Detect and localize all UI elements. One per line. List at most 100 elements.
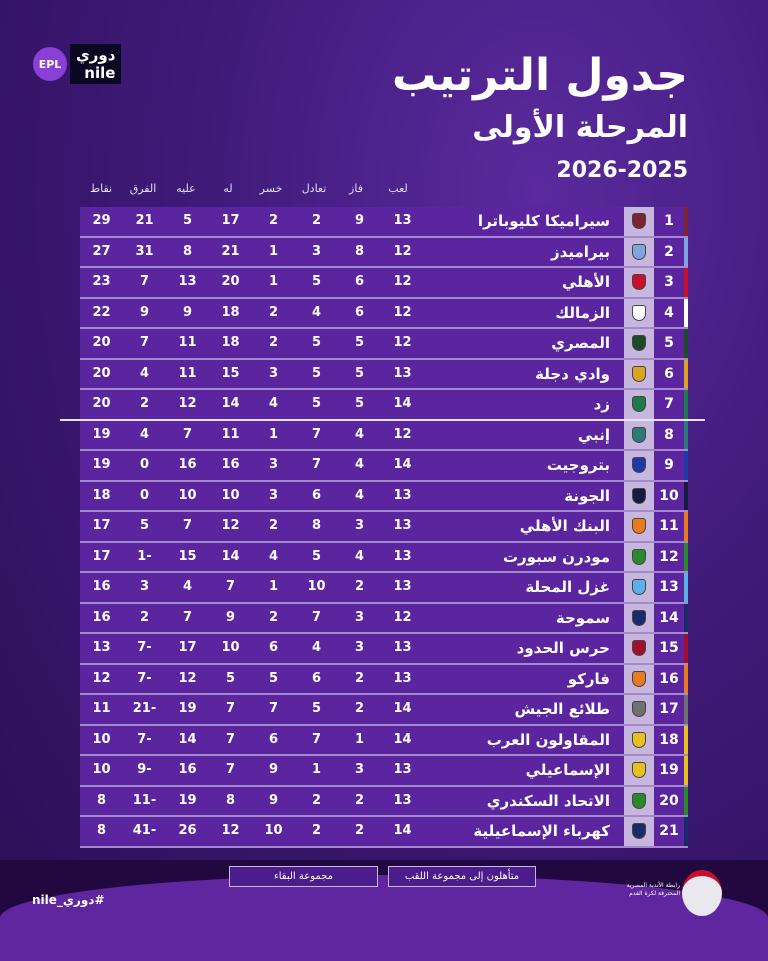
header-played: لعب xyxy=(388,182,408,195)
cell-goals-for: 15 xyxy=(221,365,240,381)
team-color-stripe xyxy=(684,298,688,327)
team-crest-icon xyxy=(632,792,646,809)
cell-goals-for: 5 xyxy=(225,670,236,686)
cell-lost: 4 xyxy=(268,548,279,564)
team-crest-icon xyxy=(632,640,646,657)
page-title: جدول الترتيب xyxy=(392,50,688,101)
team-color-stripe xyxy=(684,207,688,236)
cell-drawn: 5 xyxy=(311,365,322,381)
team-rank: 5 xyxy=(664,335,674,351)
cell-played: 14 xyxy=(393,457,412,472)
team-rank: 1 xyxy=(664,213,674,229)
table-row: 20 2 12 14 4 5 5 14 زد 7 xyxy=(80,390,688,421)
team-name: الجونة xyxy=(564,486,610,505)
team-logo-cell xyxy=(624,542,654,571)
cell-goals-for: 10 xyxy=(221,640,240,655)
cell-goals-for: 14 xyxy=(221,548,240,564)
team-color-stripe xyxy=(684,695,688,724)
team-logo-cell xyxy=(624,298,654,327)
table-row: 20 7 11 18 2 5 5 12 المصري 5 xyxy=(80,329,688,360)
nile-ar: دوري xyxy=(76,46,116,64)
cell-played: 12 xyxy=(393,304,412,320)
cell-goals-against: 26 xyxy=(178,823,197,838)
cell-won: 3 xyxy=(354,609,365,625)
cell-drawn: 4 xyxy=(311,640,322,655)
table-row: 11 -12 19 7 7 5 2 14 طلائع الجيش 17 xyxy=(80,695,688,726)
team-name: حرس الحدود xyxy=(516,639,610,657)
team-rank: 3 xyxy=(664,274,674,290)
cell-played: 14 xyxy=(393,701,412,716)
team-crest-icon xyxy=(632,609,646,626)
cell-goals-against: 7 xyxy=(182,518,193,533)
cell-goals-against: 11 xyxy=(178,365,197,381)
cell-played: 14 xyxy=(393,823,412,838)
team-rank: 17 xyxy=(659,701,679,717)
cell-goals-for: 12 xyxy=(221,518,240,533)
cell-goal-diff: 7 xyxy=(139,335,150,350)
team-logo-cell xyxy=(624,786,654,815)
cell-won: 8 xyxy=(354,243,365,259)
team-logo-cell xyxy=(624,603,654,632)
table-row: 8 -14 26 12 10 2 2 14 كهرباء الإسماعيلية 21 xyxy=(80,817,688,848)
cell-points: 11 xyxy=(92,701,111,716)
cell-lost: 1 xyxy=(268,243,279,259)
cell-played: 13 xyxy=(393,518,412,533)
cell-points: 19 xyxy=(92,457,111,472)
epl-badge: EPL xyxy=(33,47,67,81)
cell-goals-for: 16 xyxy=(221,457,240,472)
team-logo-cell xyxy=(624,451,654,480)
team-rank: 21 xyxy=(659,823,679,839)
team-rank: 12 xyxy=(659,548,679,565)
cell-goals-for: 14 xyxy=(221,396,240,411)
cell-points: 17 xyxy=(92,548,111,564)
team-name: البنك الأهلي xyxy=(519,517,610,535)
cell-points: 8 xyxy=(96,823,107,838)
table-row: 8 -11 19 8 9 2 2 13 الاتحاد السكندري 20 xyxy=(80,786,688,817)
cell-goals-against: 4 xyxy=(182,579,193,594)
table-row: 29 12 5 17 2 2 9 13 سيراميكا كليوباترا 1 xyxy=(80,207,688,238)
table-row: 19 0 16 16 3 7 4 14 بتروجيت 9 xyxy=(80,451,688,482)
cell-goals-against: 15 xyxy=(178,548,197,564)
cell-won: 2 xyxy=(354,701,365,716)
cell-goals-against: 11 xyxy=(178,335,197,350)
team-crest-icon xyxy=(632,426,646,443)
table-row: 22 9 9 18 2 4 6 12 الزمالك 4 xyxy=(80,298,688,329)
cell-played: 12 xyxy=(393,609,412,625)
team-color-stripe xyxy=(684,451,688,480)
cell-points: 20 xyxy=(92,335,111,350)
cell-drawn: 5 xyxy=(311,701,322,716)
team-name: الإسماعيلي xyxy=(525,761,610,779)
team-rank: 6 xyxy=(664,365,674,382)
cell-points: 29 xyxy=(92,213,111,228)
team-name: غزل المحلة xyxy=(525,578,610,596)
header-goals-against: عليه xyxy=(176,182,196,195)
cell-goals-against: 17 xyxy=(178,640,197,655)
cell-lost: 3 xyxy=(268,365,279,381)
epl-nile-logo: EPL دوري nile xyxy=(33,42,150,86)
cell-played: 13 xyxy=(393,762,412,777)
team-logo-cell xyxy=(624,420,654,449)
cell-points: 20 xyxy=(92,365,111,381)
header-goals-for: له xyxy=(223,182,233,195)
team-rank: 16 xyxy=(659,670,679,687)
cell-goal-diff: -9 xyxy=(137,762,152,777)
team-color-stripe xyxy=(684,481,688,510)
table-row: 23 7 13 20 1 5 6 12 الأهلي 3 xyxy=(80,268,688,299)
team-color-stripe xyxy=(684,817,688,846)
cell-goals-for: 17 xyxy=(221,213,240,228)
team-crest-icon xyxy=(632,335,646,352)
team-name: المصري xyxy=(551,334,610,352)
cell-played: 13 xyxy=(393,487,412,503)
cell-drawn: 6 xyxy=(311,670,322,686)
cell-points: 8 xyxy=(96,792,107,808)
cell-points: 16 xyxy=(92,609,111,625)
cell-goals-against: 16 xyxy=(178,762,197,777)
team-rank: 18 xyxy=(659,731,679,748)
team-logo-cell xyxy=(624,756,654,785)
cell-lost: 2 xyxy=(268,609,279,625)
federation-name: رابطة الأندية المصرية المحترفة لكرة القد… xyxy=(626,882,680,897)
team-logo-cell xyxy=(624,390,654,419)
table-row: 13 -7 17 10 6 4 3 13 حرس الحدود 15 xyxy=(80,634,688,665)
cell-drawn: 5 xyxy=(311,274,322,289)
cell-played: 13 xyxy=(393,640,412,655)
